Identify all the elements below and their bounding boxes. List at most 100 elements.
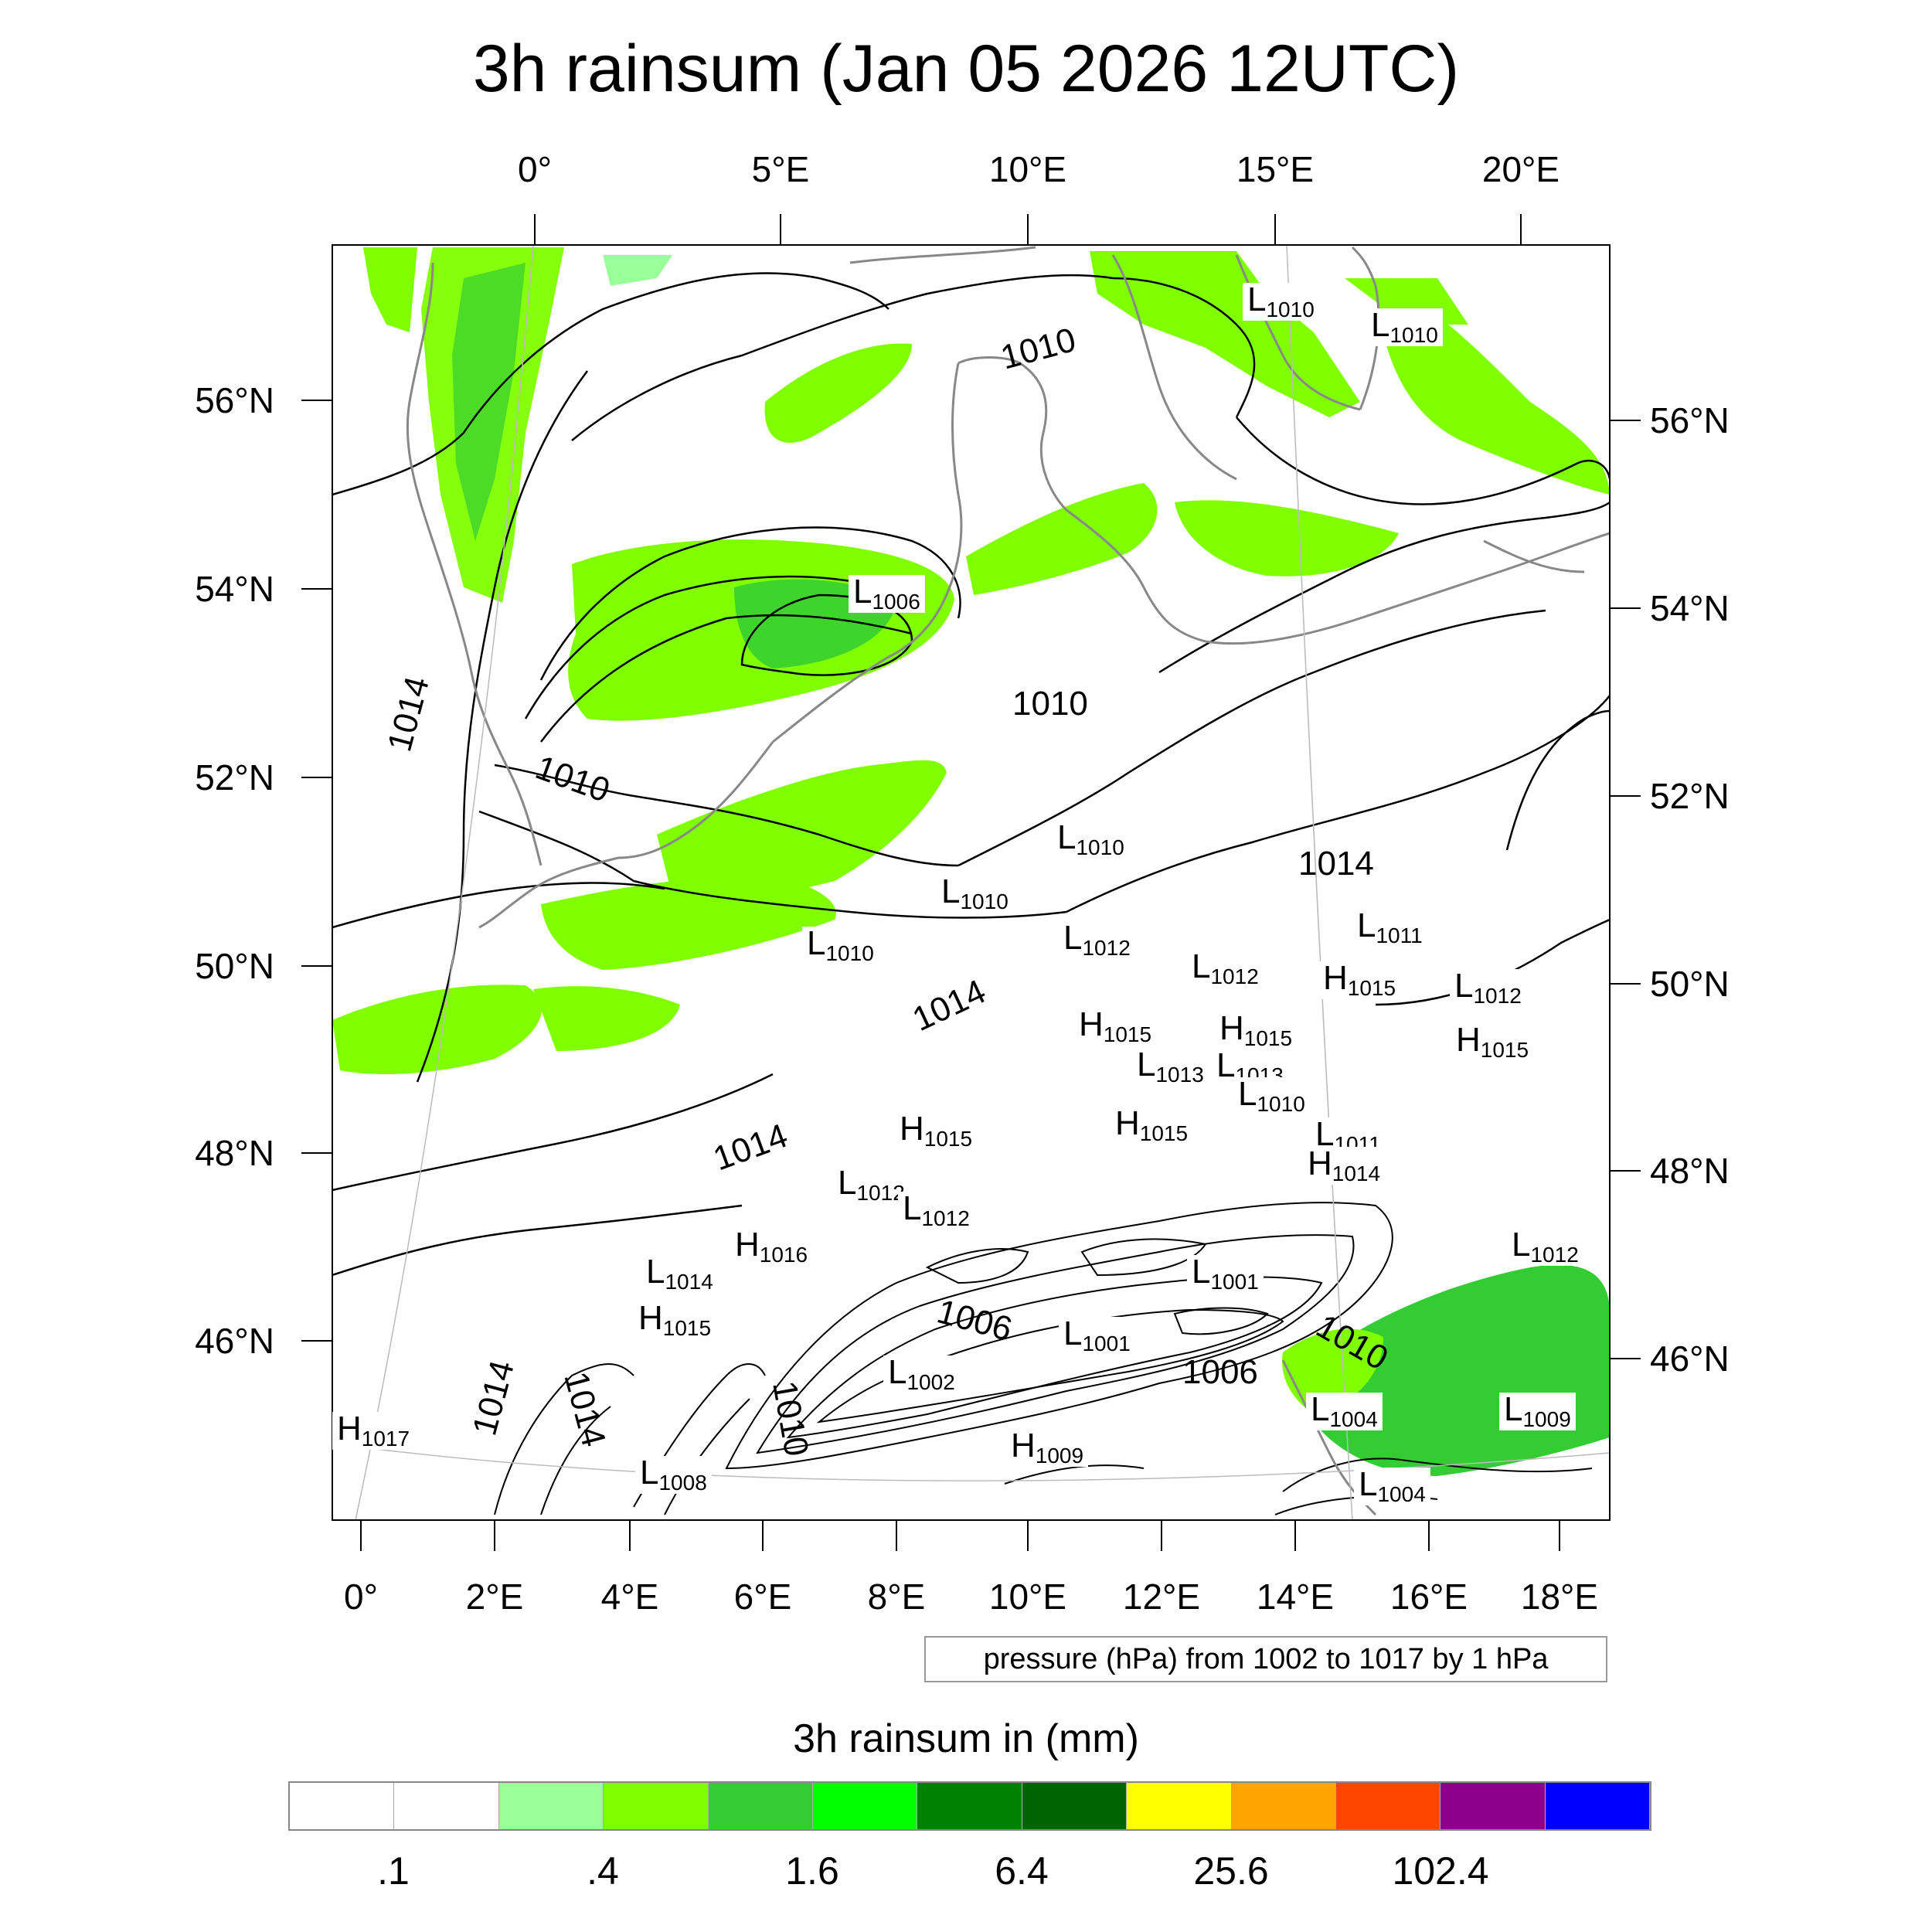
colorbar-tick-label: .4 [587, 1849, 619, 1893]
alpine-contours [494, 1202, 1593, 1515]
rain-area-baltic-band [1175, 500, 1399, 577]
pressure-center-type: H [1115, 1104, 1140, 1142]
bottom-axis-labels: 0° 2°E 4°E 6°E 8°E 10°E 12°E 14°E 16°E 1… [344, 1577, 1598, 1617]
isobar-label: 1010 [997, 321, 1080, 377]
low-pressure-label: L1010 [1366, 308, 1443, 346]
high-pressure-label: H1014 [1303, 1145, 1386, 1185]
pressure-center-type: L [1238, 1075, 1257, 1113]
contour-info-box: pressure (hPa) from 1002 to 1017 by 1 hP… [924, 1636, 1607, 1682]
pressure-center-type: L [903, 1189, 922, 1227]
colorbar-box [812, 1783, 918, 1829]
colorbar-tick-label: 25.6 [1193, 1849, 1269, 1893]
left-axis-label: 48°N [195, 1133, 274, 1173]
low-pressure-label: L1012 [1450, 969, 1526, 1007]
pressure-center-value: 1014 [1332, 1162, 1381, 1185]
low-pressure-label: L1009 [1499, 1393, 1576, 1430]
top-axis-label: 10°E [989, 149, 1066, 189]
left-axis-label: 50°N [195, 946, 274, 986]
pressure-center-value: 1012 [1473, 984, 1522, 1008]
pressure-center-type: L [1063, 919, 1083, 957]
pressure-center-type: L [1063, 1315, 1083, 1352]
low-pressure-label: L1001 [1187, 1255, 1264, 1293]
high-pressure-label: H1015 [1111, 1104, 1193, 1145]
low-pressure-label: L1014 [641, 1255, 718, 1293]
bottom-axis-label: 16°E [1390, 1577, 1468, 1617]
high-pressure-label: H1009 [1006, 1427, 1089, 1468]
pressure-center-type: L [640, 1454, 659, 1492]
isobar-label: 1014 [907, 972, 992, 1039]
colorbar-box [1335, 1783, 1441, 1829]
rain-area-far-west [363, 247, 417, 332]
colorbar-title: 3h rainsum in (mm) [793, 1716, 1139, 1761]
low-pressure-label: L1012 [833, 1166, 910, 1204]
pressure-center-type: H [1308, 1145, 1332, 1182]
isobar-label: 1014 [709, 1117, 793, 1179]
pressure-center-type: H [1456, 1021, 1481, 1059]
rain-area-west-band-core [452, 263, 526, 541]
colorbar [288, 1781, 1651, 1831]
colorbar-box [1440, 1783, 1546, 1829]
right-axis-label: 52°N [1650, 776, 1730, 816]
isobar-label: 1010 [765, 1378, 815, 1459]
pressure-center-type: L [1057, 818, 1077, 856]
pressure-center-value: 1009 [1035, 1444, 1084, 1468]
top-axis-label: 15°E [1236, 149, 1314, 189]
colorbar-box [917, 1783, 1022, 1829]
colorbar-box [394, 1783, 499, 1829]
pressure-center-type: H [1079, 1005, 1104, 1043]
pressure-center-value: 1008 [658, 1471, 707, 1495]
low-pressure-label: L1001 [1059, 1317, 1135, 1355]
pressure-center-type: H [337, 1410, 362, 1447]
pressure-center-value: 1006 [872, 590, 920, 614]
pressure-center-type: H [900, 1110, 924, 1148]
pressure-center-value: 1001 [1082, 1332, 1131, 1355]
colorbar-box [1022, 1783, 1128, 1829]
left-axis-labels: 56°N 54°N 52°N 50°N 48°N 46°N [195, 380, 274, 1361]
axis-ticks [301, 214, 1641, 1551]
pressure-center-type: L [646, 1253, 665, 1291]
low-pressure-label: L1010 [1243, 283, 1319, 321]
pressure-center-value: 1010 [1389, 323, 1438, 347]
pressure-center-type: L [1504, 1390, 1523, 1428]
isobar-label: 1014 [556, 1368, 613, 1451]
pressure-center-value: 1015 [1480, 1038, 1529, 1062]
pressure-center-value: 1004 [1329, 1407, 1378, 1431]
pressure-center-value: 1010 [1076, 835, 1124, 859]
low-pressure-label: L1010 [802, 927, 879, 964]
low-pressure-label: L1012 [898, 1192, 975, 1230]
pressure-center-value: 1012 [921, 1206, 970, 1230]
pressure-center-type: L [1357, 906, 1376, 944]
left-axis-label: 46°N [195, 1321, 274, 1361]
pressure-center-value: 1004 [1377, 1482, 1426, 1506]
isobar-label: 1014 [465, 1356, 522, 1439]
low-pressure-label: L1010 [1233, 1077, 1310, 1115]
colorbar-box [708, 1783, 813, 1829]
low-pressure-label: L1012 [1059, 921, 1135, 959]
pressure-center-type: L [838, 1164, 857, 1202]
pressure-center-type: L [1315, 1115, 1335, 1153]
pressure-center-type: L [1216, 1046, 1236, 1084]
pressure-center-value: 1010 [1266, 298, 1315, 321]
low-pressure-label: L1002 [883, 1355, 960, 1393]
top-axis-label: 20°E [1482, 149, 1560, 189]
pressure-center-value: 1012 [1530, 1243, 1579, 1267]
pressure-center-value: 1012 [1210, 964, 1259, 988]
isobar-label: 1006 [1182, 1353, 1258, 1391]
pressure-center-value: 1011 [1376, 923, 1423, 947]
pressure-center-value: 1010 [1257, 1092, 1305, 1116]
pressure-center-type: H [1011, 1427, 1036, 1464]
high-pressure-label: H1015 [1074, 1005, 1157, 1046]
rain-area-denmark-band [966, 483, 1158, 595]
pressure-center-value: 1009 [1522, 1407, 1571, 1431]
colorbar-box [498, 1783, 604, 1829]
left-axis-label: 56°N [195, 380, 274, 420]
low-pressure-label: L1008 [635, 1456, 712, 1494]
pressure-center-type: L [1454, 967, 1474, 1005]
left-axis-label: 54°N [195, 569, 274, 609]
pressure-center-type: L [1311, 1390, 1330, 1428]
colorbar-box [1231, 1783, 1336, 1829]
bottom-axis-label: 2°E [466, 1577, 524, 1617]
rain-area-france-mid [533, 986, 680, 1051]
pressure-center-type: L [1371, 306, 1390, 344]
high-pressure-label: H1015 [1318, 961, 1401, 999]
